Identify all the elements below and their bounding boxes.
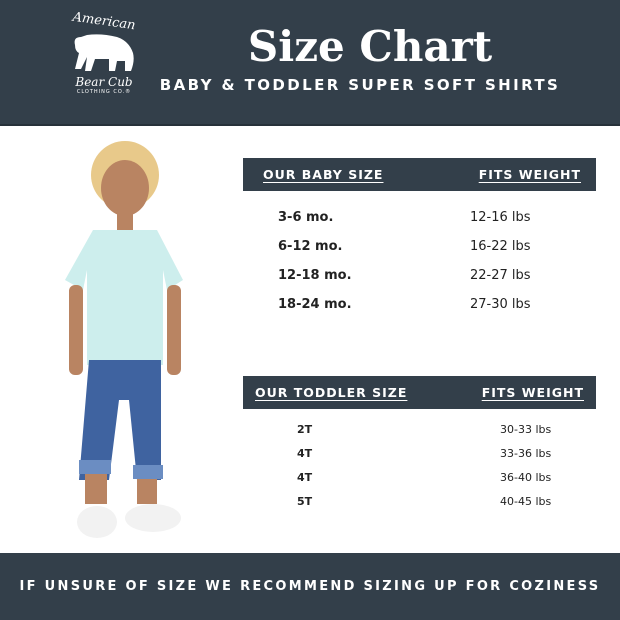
baby-weight-header: FITS WEIGHT: [478, 167, 581, 182]
sizing-note: IF UNSURE OF SIZE WE RECOMMEND SIZING UP…: [19, 579, 601, 594]
weight-cell: 36-40 lbs: [500, 471, 552, 484]
size-cell: 12-18 mo.: [278, 268, 352, 283]
weight-cell: 22-27 lbs: [470, 268, 531, 283]
weight-cell: 33-36 lbs: [500, 447, 552, 460]
footer-banner: IF UNSURE OF SIZE WE RECOMMEND SIZING UP…: [0, 553, 620, 620]
page-subtitle: BABY & TODDLER SUPER SOFT SHIRTS: [159, 76, 561, 94]
baby-size-header: OUR BABY SIZE: [263, 167, 384, 182]
logo-text-bear-cub: Bear Cub: [75, 75, 133, 89]
size-cell: 3-6 mo.: [278, 210, 334, 225]
size-cell: 5T: [297, 495, 313, 508]
brand-logo: American Bear Cub CLOTHING CO.®: [64, 10, 144, 114]
header-banner: American Bear Cub CLOTHING CO.® Size Cha…: [0, 0, 620, 126]
weight-cell: 40-45 lbs: [500, 495, 552, 508]
toddler-table-header: OUR TODDLER SIZE FITS WEIGHT: [243, 376, 596, 409]
size-cell: 4T: [297, 471, 313, 484]
page-title: Size Chart: [247, 22, 493, 71]
toddler-weight-header: FITS WEIGHT: [481, 385, 584, 400]
logo-text-clothing: CLOTHING CO.®: [76, 89, 132, 95]
baby-table-header: OUR BABY SIZE FITS WEIGHT: [243, 158, 596, 191]
toddler-size-header: OUR TODDLER SIZE: [255, 385, 408, 400]
size-cell: 6-12 mo.: [278, 239, 343, 254]
size-cell: 2T: [297, 423, 313, 436]
weight-cell: 16-22 lbs: [470, 239, 531, 254]
weight-cell: 12-16 lbs: [470, 210, 531, 225]
size-cell: 18-24 mo.: [278, 297, 352, 312]
child-model-image: [65, 141, 183, 538]
weight-cell: 30-33 lbs: [500, 423, 552, 436]
weight-cell: 27-30 lbs: [470, 297, 531, 312]
size-cell: 4T: [297, 447, 313, 460]
bear-icon: [74, 34, 134, 71]
